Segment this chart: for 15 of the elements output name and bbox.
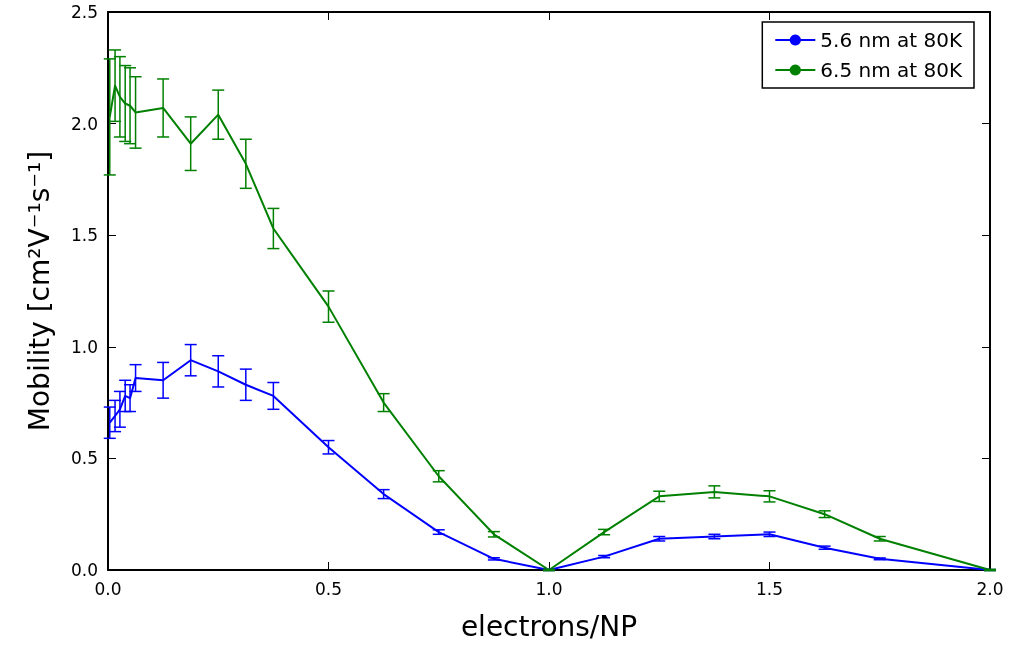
y-tick-label: 0.0 bbox=[70, 560, 98, 580]
x-tick-label: 0.0 bbox=[94, 578, 122, 599]
x-tick-label: 1.0 bbox=[535, 578, 563, 599]
x-axis-title: electrons/NP bbox=[460, 609, 638, 643]
y-tick-label: 2.0 bbox=[70, 113, 98, 134]
legend-label: 5.6 nm at 80K bbox=[820, 28, 963, 52]
x-tick-label: 1.5 bbox=[755, 578, 784, 599]
y-axis-title: Mobility [cm²V⁻¹s⁻¹] bbox=[22, 150, 56, 432]
x-tick-label: 2.0 bbox=[976, 578, 1004, 599]
y-tick-label: 0.5 bbox=[70, 448, 98, 469]
legend-label: 6.5 nm at 80K bbox=[820, 58, 963, 82]
y-tick-label: 1.0 bbox=[70, 336, 98, 357]
y-tick-label: 2.5 bbox=[70, 2, 98, 22]
x-tick-label: 0.5 bbox=[314, 578, 343, 599]
y-tick-label: 1.5 bbox=[70, 225, 98, 246]
